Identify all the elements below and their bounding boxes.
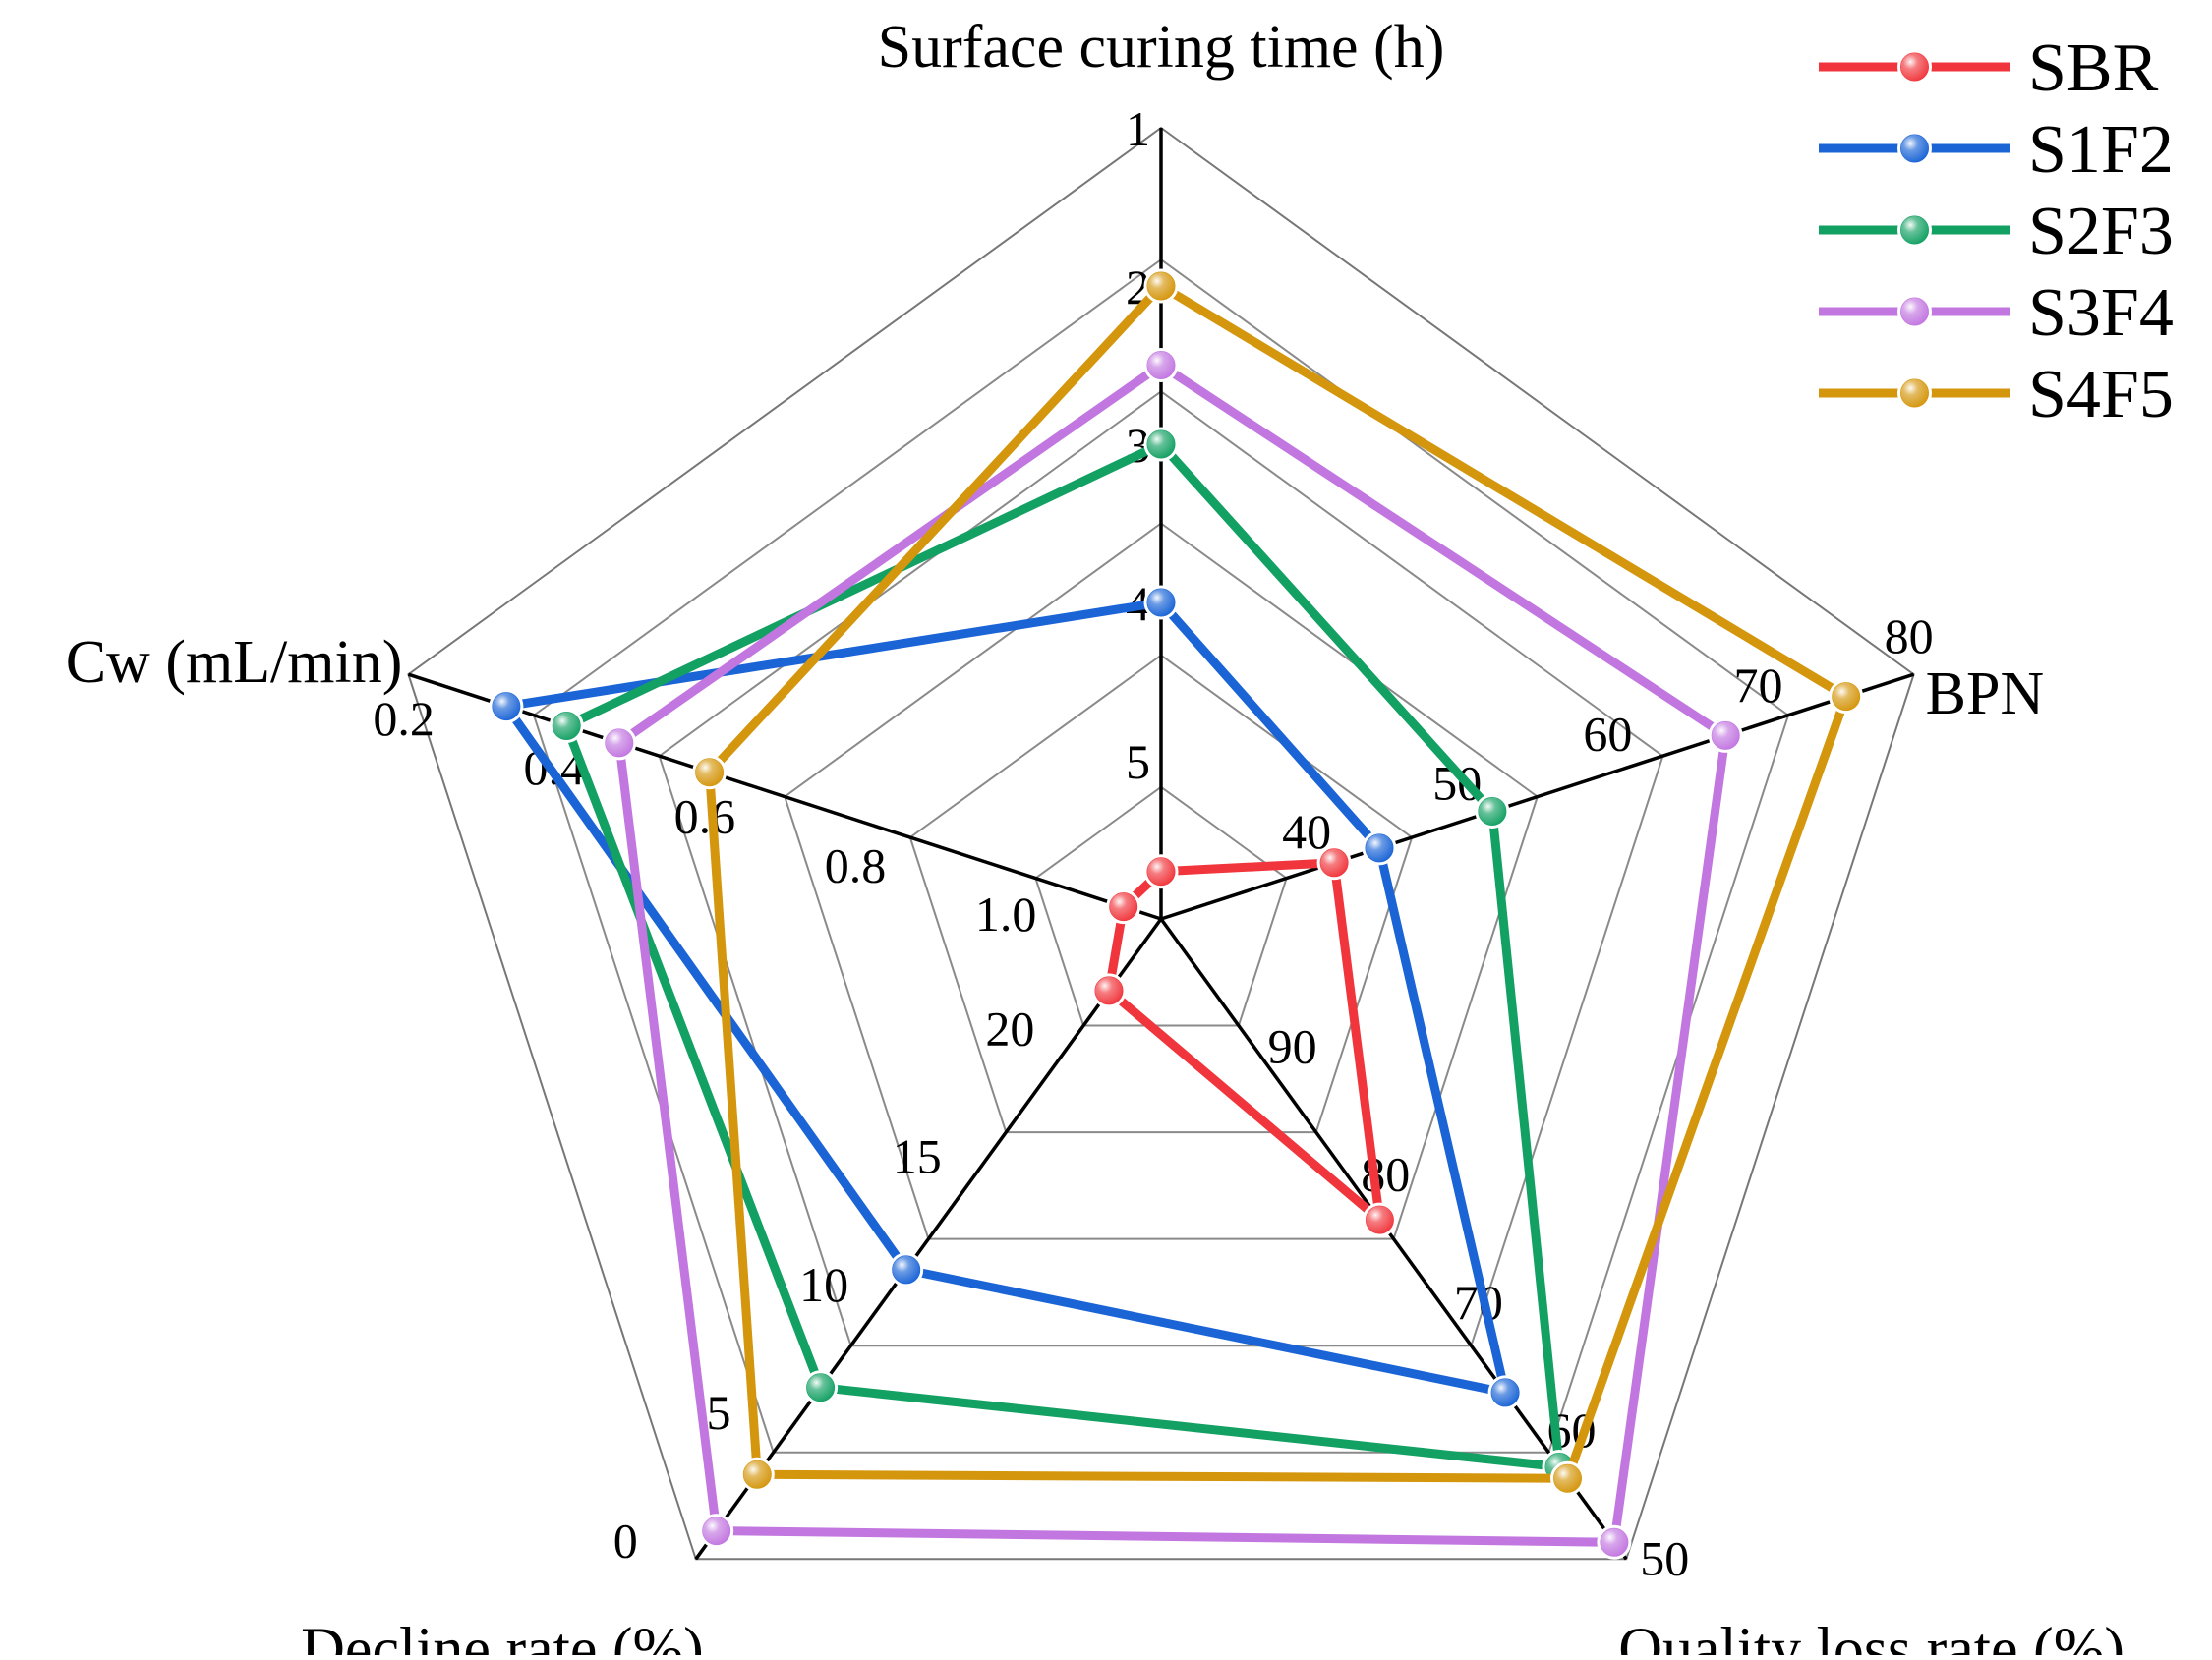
tick-label-bpn-80: 80 — [1885, 608, 1934, 663]
tick-label-bpn-70: 70 — [1734, 658, 1783, 713]
radar-series — [489, 268, 1864, 1560]
legend-label-sbr: SBR — [2028, 30, 2159, 106]
point-sbr-bpn — [1316, 845, 1352, 881]
legend-marker-s1f2 — [1897, 131, 1932, 166]
tick-label-decline-rate-20: 20 — [985, 1001, 1034, 1056]
legend-label-s4f5: S4F5 — [2028, 357, 2174, 432]
legend-marker-sbr — [1897, 49, 1932, 85]
tick-label-decline-rate-0: 0 — [613, 1513, 638, 1568]
point-sbr-surface-curing-time-h — [1143, 854, 1179, 889]
tick-label-cw-ml-min-1-0: 1.0 — [975, 887, 1037, 942]
series-s3f4 — [602, 348, 1743, 1560]
tick-label-quality-loss-rate-90: 90 — [1268, 1018, 1317, 1073]
series-line-s4f5 — [704, 280, 1852, 1483]
legend-item-s1f2: S1F2 — [1819, 112, 2174, 188]
point-s4f5-surface-curing-time-h — [1143, 268, 1179, 304]
radar-axis-titles: Surface curing time (h) BPN Quality loss r… — [66, 14, 2125, 1660]
point-s3f4-decline-rate — [699, 1514, 734, 1549]
point-s4f5-decline-rate — [739, 1457, 775, 1492]
point-s1f2-surface-curing-time-h — [1143, 585, 1179, 620]
point-s2f3-decline-rate — [803, 1370, 839, 1405]
tick-label-cw-ml-min-0-8: 0.8 — [825, 838, 887, 893]
series-s4f5 — [692, 268, 1864, 1496]
tick-label-decline-rate-10: 10 — [799, 1257, 848, 1312]
tick-label-bpn-60: 60 — [1583, 707, 1632, 762]
tick-label-surface-curing-time-h-5: 5 — [1126, 734, 1150, 789]
legend-item-s4f5: S4F5 — [1819, 357, 2174, 432]
tick-label-decline-rate-5: 5 — [707, 1385, 731, 1440]
radar-tick-labels: 1234540506070809080706050201510501.00.80… — [373, 101, 1933, 1585]
grid-ring-4 — [658, 390, 1664, 1347]
axis-line-quality-loss-rate — [1159, 917, 1628, 1561]
point-s1f2-decline-rate — [889, 1252, 924, 1288]
grid-ring-6 — [407, 126, 1915, 1561]
point-s1f2-bpn — [1362, 830, 1397, 866]
point-sbr-cw-ml-min — [1106, 889, 1141, 925]
point-s4f5-quality-loss-rate — [1550, 1460, 1585, 1496]
grid-ring-5 — [532, 258, 1790, 1454]
legend-item-sbr: SBR — [1819, 30, 2159, 106]
legend-marker-s4f5 — [1897, 375, 1932, 411]
axis-title-quality-loss-rate: Quality loss rate (%) — [1618, 1616, 2125, 1655]
tick-label-surface-curing-time-h-1: 1 — [1126, 101, 1150, 156]
legend-item-s2f3: S2F3 — [1819, 194, 2174, 269]
series-s1f2 — [489, 585, 1523, 1410]
point-s2f3-cw-ml-min — [549, 709, 584, 743]
point-s3f4-bpn — [1708, 717, 1743, 753]
tick-label-quality-loss-rate-50: 50 — [1640, 1530, 1689, 1585]
legend-item-s3f4: S3F4 — [1819, 275, 2174, 351]
axis-title-surface-curing-time-h: Surface curing time (h) — [878, 14, 1445, 81]
legend-label-s3f4: S3F4 — [2028, 275, 2174, 351]
point-s2f3-surface-curing-time-h — [1143, 427, 1179, 462]
legend-label-s2f3: S2F3 — [2028, 194, 2174, 269]
series-s2f3 — [549, 427, 1577, 1484]
radar-grid — [407, 126, 1915, 1561]
tick-label-cw-ml-min-0-6: 0.6 — [674, 789, 736, 844]
axis-line-cw-ml-min — [407, 672, 1162, 921]
tick-label-decline-rate-15: 15 — [893, 1129, 942, 1184]
point-s4f5-bpn — [1829, 679, 1864, 715]
radar-axes — [407, 128, 1915, 1561]
point-s2f3-bpn — [1475, 794, 1510, 829]
point-s3f4-cw-ml-min — [602, 725, 637, 761]
point-s1f2-cw-ml-min — [489, 689, 524, 724]
point-s1f2-quality-loss-rate — [1487, 1375, 1523, 1410]
legend-marker-s2f3 — [1897, 212, 1932, 248]
series-sbr — [1091, 845, 1397, 1237]
series-line-s3f4 — [614, 360, 1731, 1547]
axis-line-decline-rate — [694, 917, 1163, 1561]
legend-label-s1f2: S1F2 — [2028, 112, 2174, 188]
tick-label-cw-ml-min-0-2: 0.2 — [373, 691, 435, 746]
axis-title-cw-ml-min: Cw (mL/min) — [66, 629, 403, 696]
point-sbr-decline-rate — [1091, 973, 1127, 1008]
axis-title-bpn: BPN — [1926, 660, 2045, 727]
grid-ring-3 — [784, 522, 1539, 1240]
legend-marker-s3f4 — [1897, 294, 1932, 329]
tick-label-bpn-50: 50 — [1432, 756, 1482, 811]
grid-ring-2 — [908, 654, 1414, 1134]
series-line-s1f2 — [498, 598, 1512, 1399]
series-line-s2f3 — [560, 438, 1565, 1472]
point-s3f4-quality-loss-rate — [1597, 1524, 1632, 1560]
point-sbr-quality-loss-rate — [1362, 1202, 1397, 1237]
point-s3f4-surface-curing-time-h — [1143, 348, 1179, 382]
axis-line-bpn — [1160, 672, 1915, 921]
point-s4f5-cw-ml-min — [692, 755, 728, 790]
axis-title-decline-rate: Decline rate (%) — [301, 1616, 704, 1655]
